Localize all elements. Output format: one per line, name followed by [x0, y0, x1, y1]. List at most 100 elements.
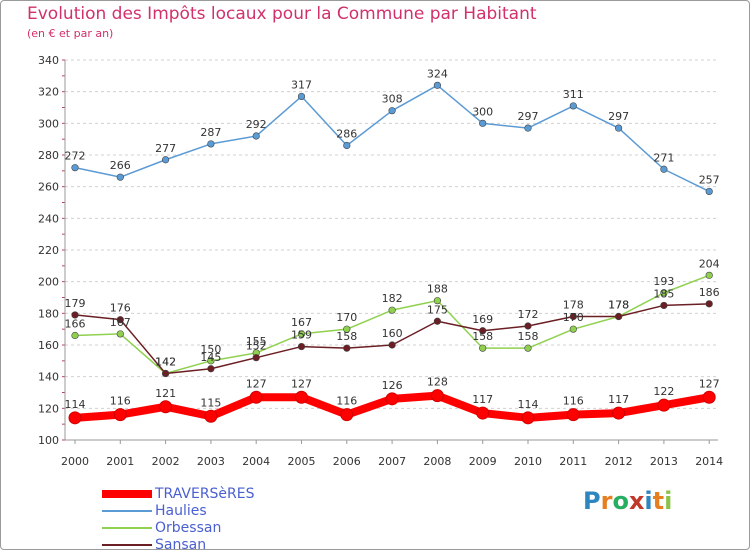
data-label: 121: [155, 387, 176, 400]
data-point: [569, 325, 577, 333]
data-label: 115: [200, 396, 221, 409]
data-label: 117: [472, 393, 493, 406]
data-point: [524, 124, 532, 132]
legend-swatch: [102, 489, 152, 498]
data-point: [479, 119, 487, 127]
x-tick-label: 2014: [695, 455, 723, 468]
data-label: 116: [563, 395, 584, 408]
data-point: [116, 316, 124, 324]
data-label: 152: [246, 340, 267, 353]
y-tick-label: 220: [38, 244, 59, 257]
x-tick-label: 2004: [242, 455, 270, 468]
data-point: [521, 411, 535, 425]
data-label: 142: [155, 356, 176, 369]
data-point: [657, 398, 671, 412]
data-label: 170: [563, 311, 584, 324]
data-label: 179: [65, 297, 86, 310]
logo-letter: t: [652, 487, 665, 515]
data-point: [569, 102, 577, 110]
x-tick-label: 2013: [650, 455, 678, 468]
data-label: 271: [653, 151, 674, 164]
data-label: 114: [518, 398, 539, 411]
data-point: [116, 330, 124, 338]
data-label: 257: [699, 173, 720, 186]
x-tick-label: 2011: [559, 455, 587, 468]
x-tick-label: 2010: [514, 455, 542, 468]
x-tick-label: 2003: [197, 455, 225, 468]
data-label: 175: [427, 303, 448, 316]
x-tick-label: 2001: [106, 455, 134, 468]
data-label: 145: [200, 351, 221, 364]
logo-letter: x: [628, 487, 645, 515]
legend-swatch: [102, 526, 152, 529]
data-point: [430, 389, 444, 403]
data-point: [113, 408, 127, 422]
axes: 100 120 140 160 180 200 220 240 260 280 300 320 340 2…: [38, 54, 723, 468]
y-tick-label: 120: [38, 402, 59, 415]
data-point: [476, 406, 490, 420]
data-point: [660, 289, 668, 297]
data-point: [385, 392, 399, 406]
data-label: 182: [382, 292, 403, 305]
x-tick-label: 2000: [61, 455, 89, 468]
legend-swatch: [102, 543, 152, 546]
data-label: 193: [653, 275, 674, 288]
data-point: [71, 331, 79, 340]
legend: TRAVERSèRES Haulies Orbessan Sansan: [102, 485, 255, 553]
data-label: 170: [336, 311, 357, 324]
chart-subtitle: (en € et par an): [27, 27, 114, 40]
data-point: [433, 81, 442, 89]
logo-letter: o: [612, 487, 629, 515]
data-point: [660, 165, 668, 173]
data-label: 186: [699, 286, 720, 299]
data-label: 127: [699, 377, 720, 390]
data-label: 185: [653, 287, 674, 300]
data-label: 178: [608, 299, 629, 312]
data-label: 297: [608, 110, 629, 123]
y-tick-label: 200: [38, 276, 59, 289]
data-point: [207, 365, 215, 373]
data-point: [660, 301, 668, 310]
legend-item: Sansan: [102, 536, 255, 553]
data-point: [162, 156, 170, 164]
data-point: [249, 390, 263, 404]
data-point: [204, 409, 218, 423]
data-point: [566, 408, 580, 422]
data-label: 297: [518, 110, 539, 123]
y-tick-label: 160: [38, 339, 59, 352]
legend-label: TRAVERSèRES: [155, 485, 255, 502]
data-point: [343, 344, 351, 352]
data-label: 317: [291, 78, 312, 91]
data-point: [297, 92, 306, 101]
legend-item: Orbessan: [102, 519, 255, 536]
data-label: 150: [200, 343, 221, 356]
data-point: [524, 322, 532, 330]
data-point: [252, 132, 260, 140]
legend-item: Haulies: [102, 502, 255, 519]
data-point: [479, 344, 487, 352]
data-label: 158: [336, 330, 357, 343]
data-label: 176: [110, 302, 131, 315]
data-label: 158: [472, 330, 493, 343]
data-point: [433, 297, 442, 305]
data-label: 167: [110, 316, 131, 329]
data-label: 286: [336, 128, 357, 141]
data-point: [614, 312, 623, 321]
x-tick-label: 2012: [605, 455, 633, 468]
data-label: 292: [246, 118, 267, 131]
data-point: [705, 187, 713, 196]
legend-label: Sansan: [155, 536, 207, 553]
data-label: 169: [472, 313, 493, 326]
data-label: 127: [246, 377, 267, 390]
y-tick-label: 240: [38, 212, 59, 225]
data-point: [207, 357, 215, 365]
data-point: [612, 406, 626, 420]
data-label: 116: [110, 395, 131, 408]
data-point: [297, 330, 306, 338]
data-label: 116: [336, 395, 357, 408]
data-point: [71, 164, 79, 172]
data-label: 158: [518, 330, 539, 343]
logo-letter: r: [600, 487, 613, 515]
data-point: [116, 173, 124, 181]
